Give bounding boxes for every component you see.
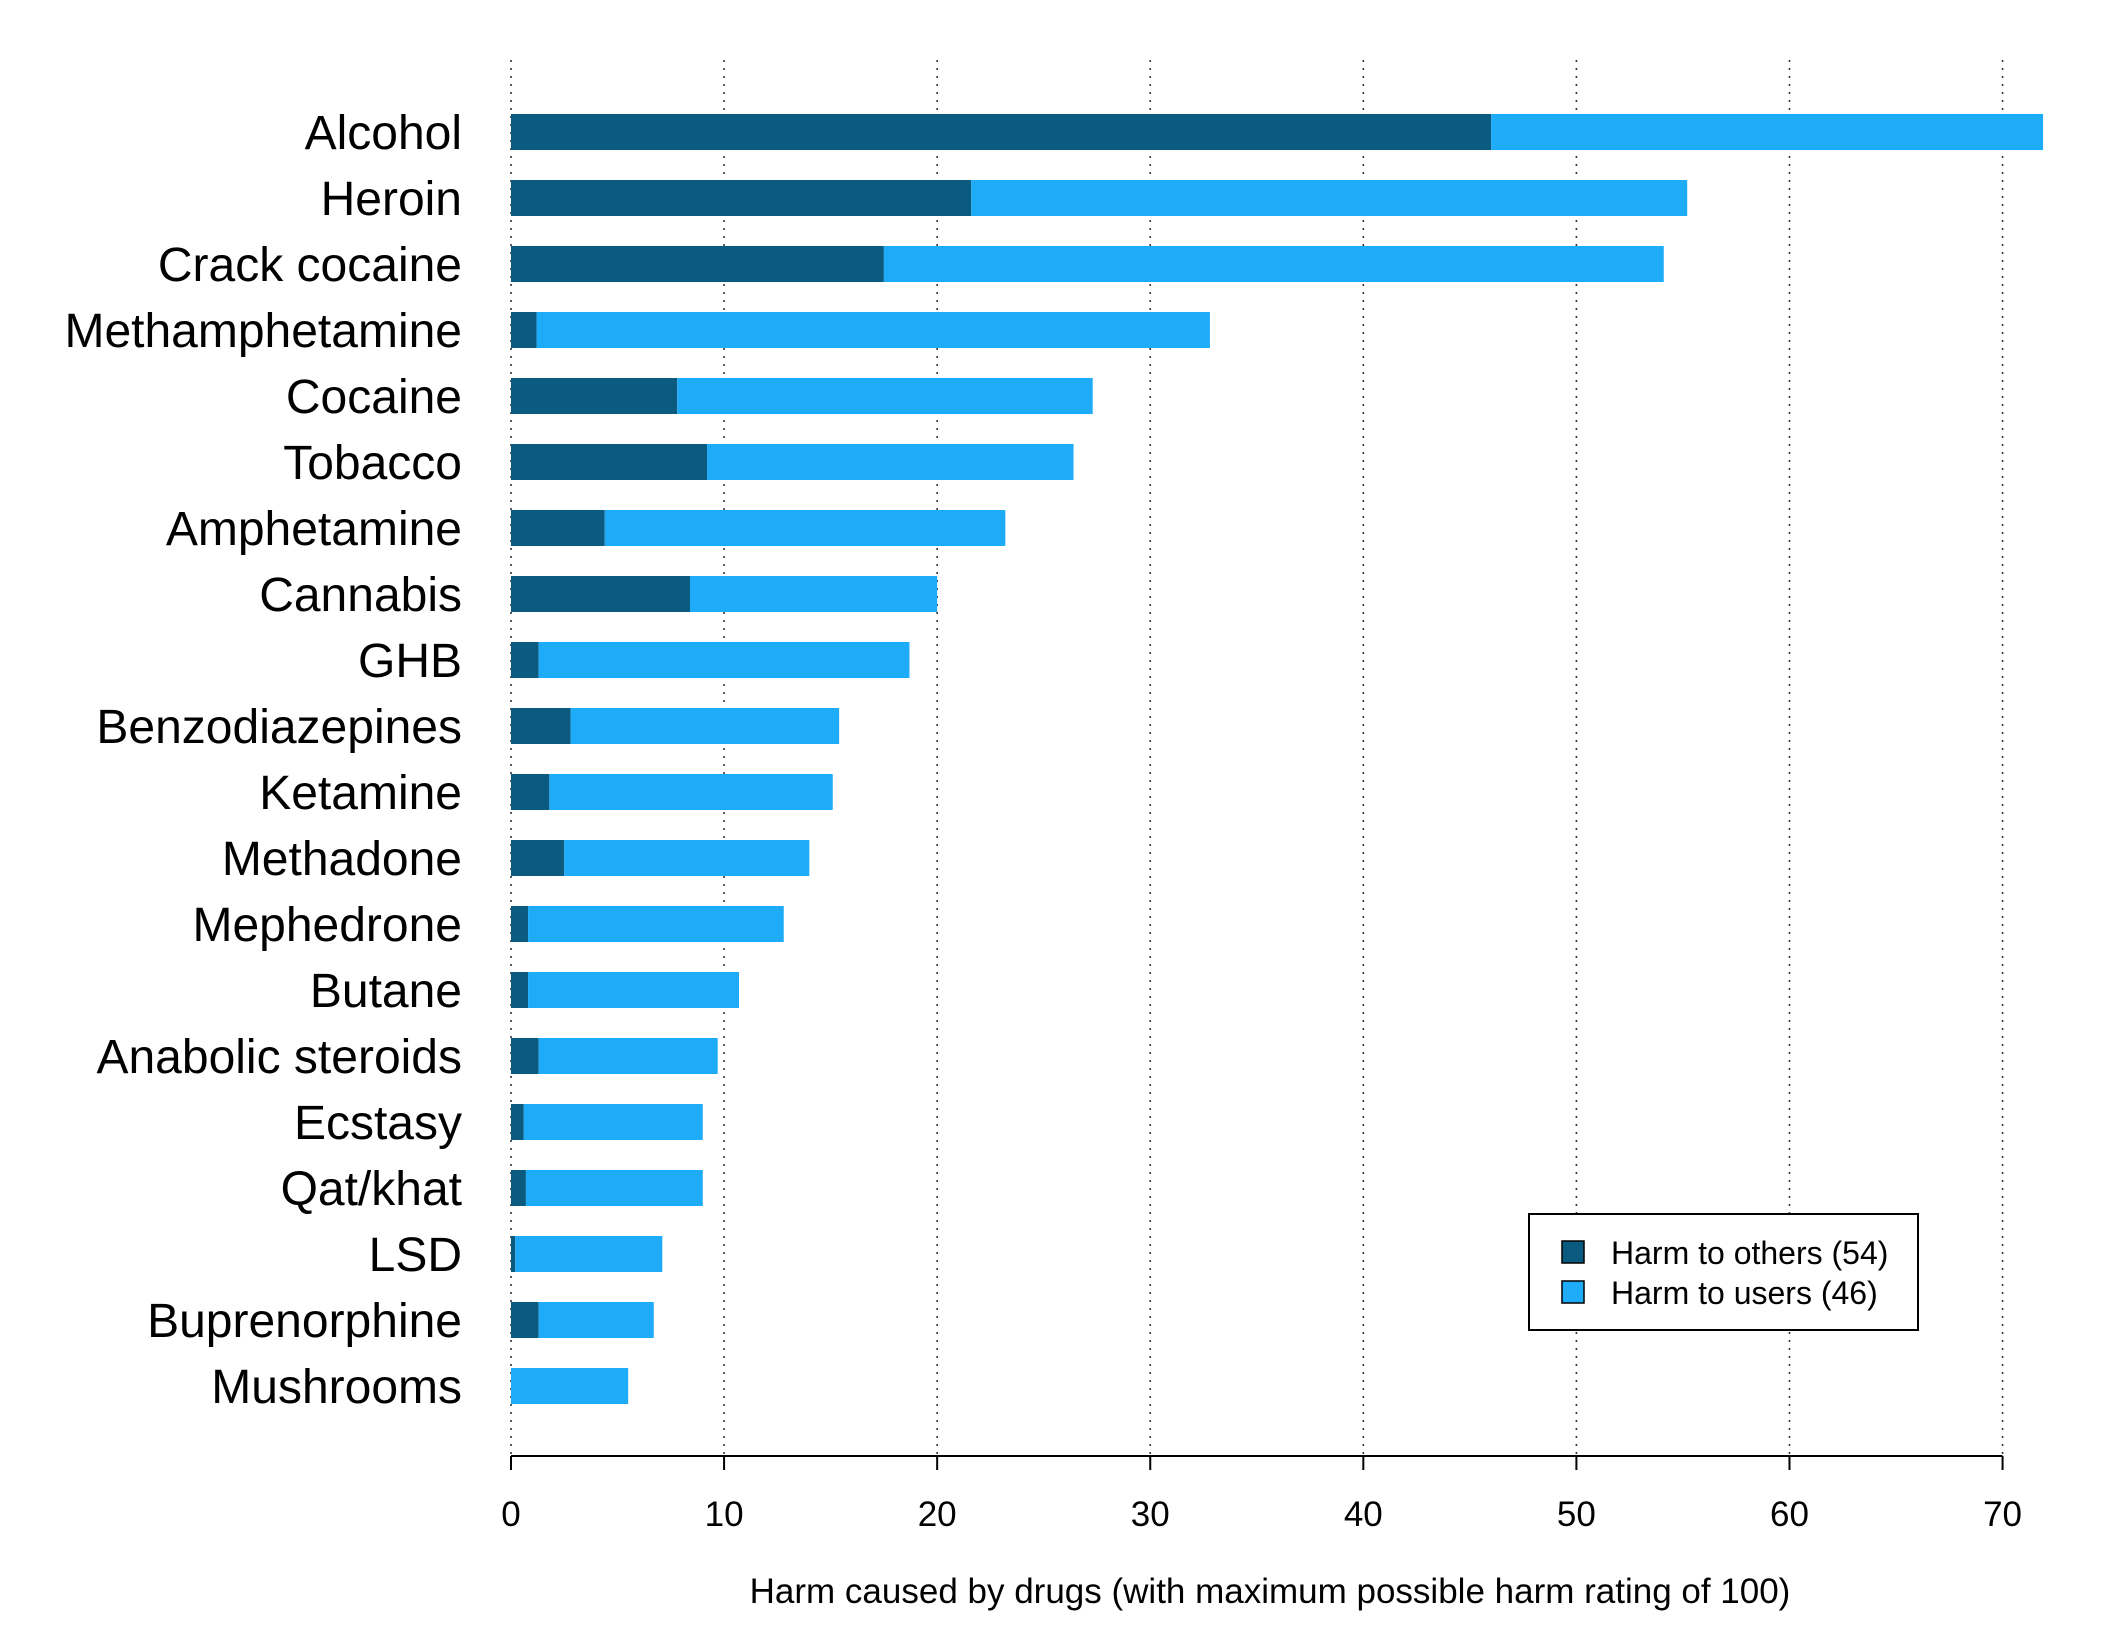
bar-harm-to-users bbox=[883, 246, 1664, 282]
bar-harm-to-others bbox=[511, 840, 565, 876]
category-label: Cannabis bbox=[259, 569, 462, 622]
bars bbox=[511, 114, 2044, 1404]
bar-harm-to-users bbox=[707, 444, 1074, 480]
x-tick-label: 40 bbox=[1344, 1495, 1383, 1534]
bar-harm-to-others bbox=[511, 576, 690, 612]
category-label: Ketamine bbox=[259, 767, 462, 820]
bar-harm-to-users bbox=[538, 642, 910, 678]
category-label: Crack cocaine bbox=[158, 239, 462, 292]
bar-harm-to-others bbox=[511, 972, 529, 1008]
bar-harm-to-others bbox=[511, 774, 550, 810]
x-axis-title: Harm caused by drugs (with maximum possi… bbox=[750, 1572, 1791, 1611]
bar-harm-to-users bbox=[604, 510, 1006, 546]
bar-harm-to-users bbox=[538, 1302, 654, 1338]
bar-harm-to-others bbox=[511, 378, 678, 414]
bar-harm-to-others bbox=[511, 1302, 539, 1338]
bar-harm-to-users bbox=[523, 1104, 703, 1140]
category-label: Cocaine bbox=[286, 371, 462, 424]
category-label: Amphetamine bbox=[166, 503, 462, 556]
category-label: Mephedrone bbox=[192, 899, 462, 952]
legend-label: Harm to users (46) bbox=[1611, 1275, 1878, 1311]
category-label: Methamphetamine bbox=[64, 305, 462, 358]
category-label: Buprenorphine bbox=[147, 1295, 462, 1348]
bar-harm-to-others bbox=[511, 246, 884, 282]
x-tick-label: 70 bbox=[1983, 1495, 2022, 1534]
legend-label: Harm to others (54) bbox=[1611, 1235, 1888, 1271]
x-axis: 0 10 20 30 40 50 60 70 bbox=[501, 1455, 2022, 1534]
bar-harm-to-others bbox=[511, 1038, 539, 1074]
bar-harm-to-others bbox=[511, 906, 529, 942]
legend-swatch bbox=[1561, 1240, 1585, 1264]
bar-harm-to-others bbox=[511, 1236, 516, 1272]
bar-harm-to-others bbox=[511, 642, 539, 678]
category-label: Butane bbox=[310, 965, 462, 1018]
bar-harm-to-users bbox=[689, 576, 938, 612]
x-tick-label: 60 bbox=[1770, 1495, 1809, 1534]
bar-harm-to-users bbox=[1491, 114, 2044, 150]
bar-harm-to-users bbox=[536, 312, 1210, 348]
category-label: Ecstasy bbox=[294, 1097, 462, 1150]
gridlines bbox=[510, 60, 2004, 1456]
category-label: Anabolic steroids bbox=[96, 1031, 462, 1084]
category-label: Methadone bbox=[222, 833, 462, 886]
bar-harm-to-users bbox=[525, 1170, 703, 1206]
bar-harm-to-users bbox=[564, 840, 810, 876]
bar-harm-to-users bbox=[538, 1038, 718, 1074]
category-label: Mushrooms bbox=[211, 1361, 462, 1414]
category-label: Alcohol bbox=[305, 107, 462, 160]
bar-harm-to-others bbox=[511, 114, 1492, 150]
category-label: GHB bbox=[358, 635, 462, 688]
bar-harm-to-others bbox=[511, 444, 708, 480]
bar-harm-to-others bbox=[511, 1104, 524, 1140]
x-tick-label: 30 bbox=[1131, 1495, 1170, 1534]
x-tick-label: 10 bbox=[705, 1495, 744, 1534]
x-tick-label: 0 bbox=[501, 1495, 520, 1534]
bar-harm-to-users bbox=[549, 774, 833, 810]
category-label: Qat/khat bbox=[281, 1163, 462, 1216]
bar-harm-to-users bbox=[677, 378, 1093, 414]
legend: Harm to others (54) Harm to users (46) bbox=[1528, 1213, 1919, 1331]
category-label: Tobacco bbox=[283, 437, 462, 490]
bar-harm-to-users bbox=[511, 1368, 629, 1404]
bar-harm-to-users bbox=[971, 180, 1688, 216]
bar-harm-to-others bbox=[511, 510, 605, 546]
bar-harm-to-others bbox=[511, 312, 537, 348]
category-labels: Alcohol Heroin Crack cocaine Methamphetamin… bbox=[64, 107, 462, 1414]
legend-swatch bbox=[1561, 1280, 1585, 1304]
category-label: Benzodiazepines bbox=[96, 701, 462, 754]
category-label: Heroin bbox=[321, 173, 462, 226]
bar-harm-to-users bbox=[528, 906, 784, 942]
x-tick-label: 50 bbox=[1557, 1495, 1596, 1534]
bar-harm-to-users bbox=[528, 972, 739, 1008]
category-label: LSD bbox=[369, 1229, 462, 1282]
bar-harm-to-users bbox=[515, 1236, 663, 1272]
bar-harm-to-others bbox=[511, 708, 571, 744]
x-tick-label: 20 bbox=[918, 1495, 957, 1534]
legend-box bbox=[1528, 1213, 1919, 1331]
bar-harm-to-others bbox=[511, 1170, 526, 1206]
bar-harm-to-users bbox=[570, 708, 840, 744]
bar-harm-to-others bbox=[511, 180, 972, 216]
